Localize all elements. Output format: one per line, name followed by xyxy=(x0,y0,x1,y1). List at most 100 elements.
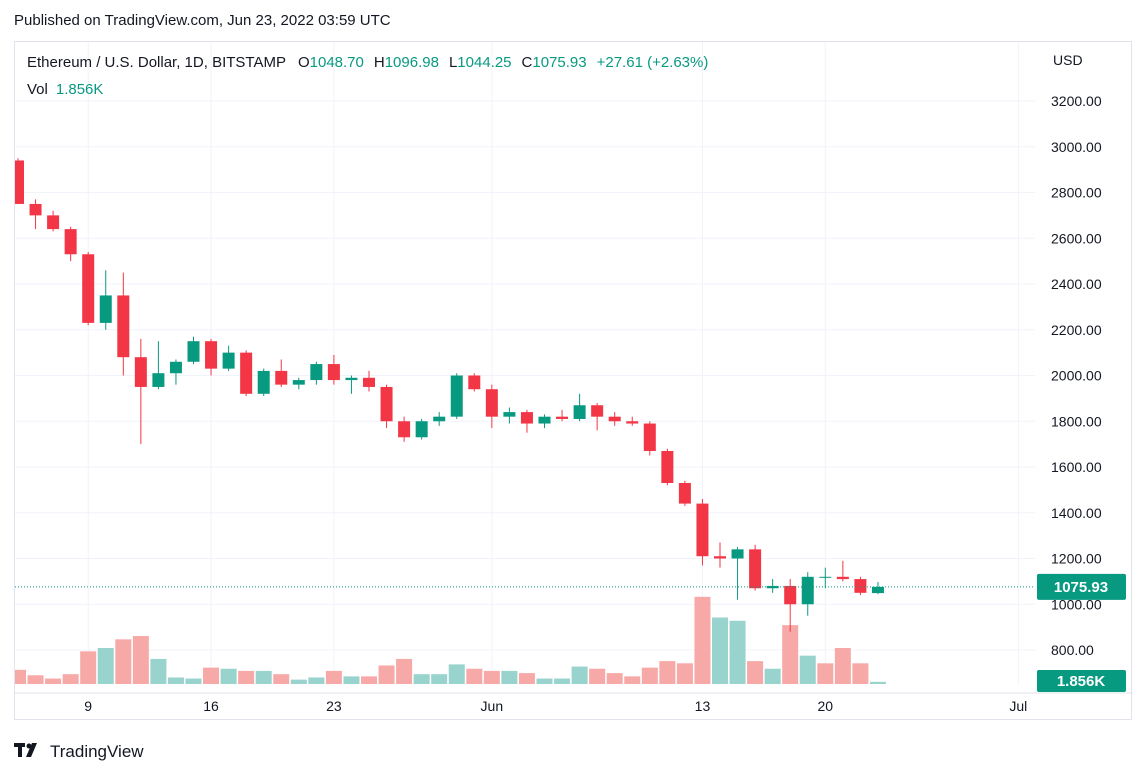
volume-bar xyxy=(589,668,606,684)
candle-body xyxy=(82,254,95,323)
volume-bar xyxy=(712,617,728,684)
open-value: 1048.70 xyxy=(309,54,364,71)
price-chart[interactable]: 800.00 1000.00 1200.00 1400.00 1600.00 1800.0… xyxy=(15,42,1133,721)
volume-bar xyxy=(799,655,816,684)
candle-body xyxy=(29,203,42,216)
candle-body xyxy=(222,352,235,369)
volume-bar xyxy=(27,675,44,684)
volume-legend: Vol 1.856K xyxy=(27,81,103,98)
volume-bar xyxy=(220,668,237,684)
candle-body xyxy=(310,364,323,381)
y-tick-label: 1200.00 xyxy=(1051,551,1102,567)
last-price-badge-text: 1075.93 xyxy=(1054,579,1108,596)
y-tick-label: 2200.00 xyxy=(1051,322,1102,338)
volume-bar xyxy=(185,678,202,684)
volume-bar xyxy=(501,670,518,684)
y-tick-label: 1000.00 xyxy=(1051,596,1102,612)
candle-body xyxy=(327,364,340,381)
candle-body xyxy=(573,405,586,419)
candle-body xyxy=(678,483,691,504)
volume-bar xyxy=(132,636,149,684)
candle-body xyxy=(696,503,709,557)
y-tick-label: 1400.00 xyxy=(1051,505,1102,521)
y-tick-label: 3200.00 xyxy=(1051,93,1102,109)
volume-label[interactable]: Vol xyxy=(27,81,48,98)
candle-body xyxy=(152,373,165,387)
candle-body xyxy=(643,423,656,451)
candle-body xyxy=(661,450,674,484)
candle-body xyxy=(801,576,814,605)
candle-body xyxy=(485,389,498,417)
volume-bar xyxy=(378,665,395,684)
symbol-title[interactable]: Ethereum / U.S. Dollar, 1D, BITSTAMP xyxy=(27,54,286,71)
volume-bar xyxy=(238,670,255,684)
volume-bar xyxy=(518,673,535,684)
candle-body xyxy=(363,377,375,387)
ohlc-legend: Ethereum / U.S. Dollar, 1D, BITSTAMP O104… xyxy=(27,54,718,71)
candle-body xyxy=(433,416,446,422)
candle-body xyxy=(714,556,726,559)
volume-bar xyxy=(782,625,799,684)
close-value: 1075.93 xyxy=(532,54,587,71)
volume-bar xyxy=(343,676,360,684)
candle-body xyxy=(749,549,762,589)
y-tick-label: 2600.00 xyxy=(1051,230,1102,246)
volume-badge-text: 1.856K xyxy=(1057,673,1106,690)
published-text: Published on TradingView.com, Jun 23, 20… xyxy=(14,12,391,29)
candle-body xyxy=(766,585,779,589)
volume-bar xyxy=(150,658,167,684)
volume-bar xyxy=(659,661,676,684)
last-price-badge xyxy=(1037,573,1126,600)
volume-bar xyxy=(80,651,97,684)
currency-label[interactable]: USD xyxy=(1053,52,1083,68)
change-value: +27.61 (+2.63%) xyxy=(596,54,709,71)
y-tick-label: 3000.00 xyxy=(1051,139,1102,155)
candle-body xyxy=(64,229,77,255)
candle-body xyxy=(836,576,849,580)
candle-body xyxy=(626,421,639,424)
candle-body xyxy=(468,375,481,390)
x-tick-label: 9 xyxy=(84,698,92,714)
volume-bar xyxy=(45,678,62,684)
volume-bar xyxy=(290,679,307,684)
volume-bar xyxy=(62,674,79,684)
volume-bar xyxy=(729,620,746,684)
volume-bar xyxy=(571,666,588,684)
x-tick-label: Jul xyxy=(1009,698,1027,714)
volume-value: 1.856K xyxy=(55,81,104,98)
high-value: 1096.98 xyxy=(384,54,439,71)
candle-body xyxy=(15,160,24,204)
volume-bar xyxy=(764,668,781,684)
volume-bar xyxy=(448,664,465,684)
candle-body xyxy=(450,375,463,417)
candle-body xyxy=(275,370,288,385)
y-tick-label: 1800.00 xyxy=(1051,413,1102,429)
candle-body xyxy=(134,357,147,387)
candle-body xyxy=(591,405,604,417)
candle-body xyxy=(398,421,411,438)
candle-body xyxy=(854,579,867,593)
volume-bar xyxy=(255,670,272,684)
candle-body xyxy=(819,576,832,578)
y-tick-label: 2000.00 xyxy=(1051,368,1102,384)
tradingview-logo-icon xyxy=(14,742,44,762)
volume-bar xyxy=(466,668,483,684)
volume-bar xyxy=(396,658,413,684)
volume-bar xyxy=(536,678,553,684)
x-tick-label: 20 xyxy=(818,698,834,714)
y-tick-label: 800.00 xyxy=(1051,642,1094,658)
candle-body xyxy=(538,416,551,424)
candle-body xyxy=(556,416,569,419)
chart-pane[interactable]: 800.00 1000.00 1200.00 1400.00 1600.00 1800.0… xyxy=(14,41,1133,721)
low-value: 1044.25 xyxy=(457,54,512,71)
volume-bar xyxy=(869,681,886,684)
candle-body xyxy=(240,352,253,394)
candle-body xyxy=(784,585,797,605)
x-tick-label: 13 xyxy=(695,698,711,714)
high-label: H xyxy=(373,54,385,71)
volume-bar xyxy=(852,663,869,684)
footer-brand[interactable]: TradingView xyxy=(14,742,144,762)
candle-body xyxy=(47,215,60,230)
candle-body xyxy=(169,361,182,374)
candle-body xyxy=(731,549,744,559)
